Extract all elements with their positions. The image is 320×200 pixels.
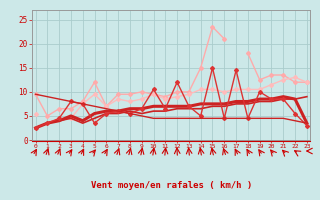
Text: Vent moyen/en rafales ( km/h ): Vent moyen/en rafales ( km/h ) bbox=[91, 182, 252, 190]
